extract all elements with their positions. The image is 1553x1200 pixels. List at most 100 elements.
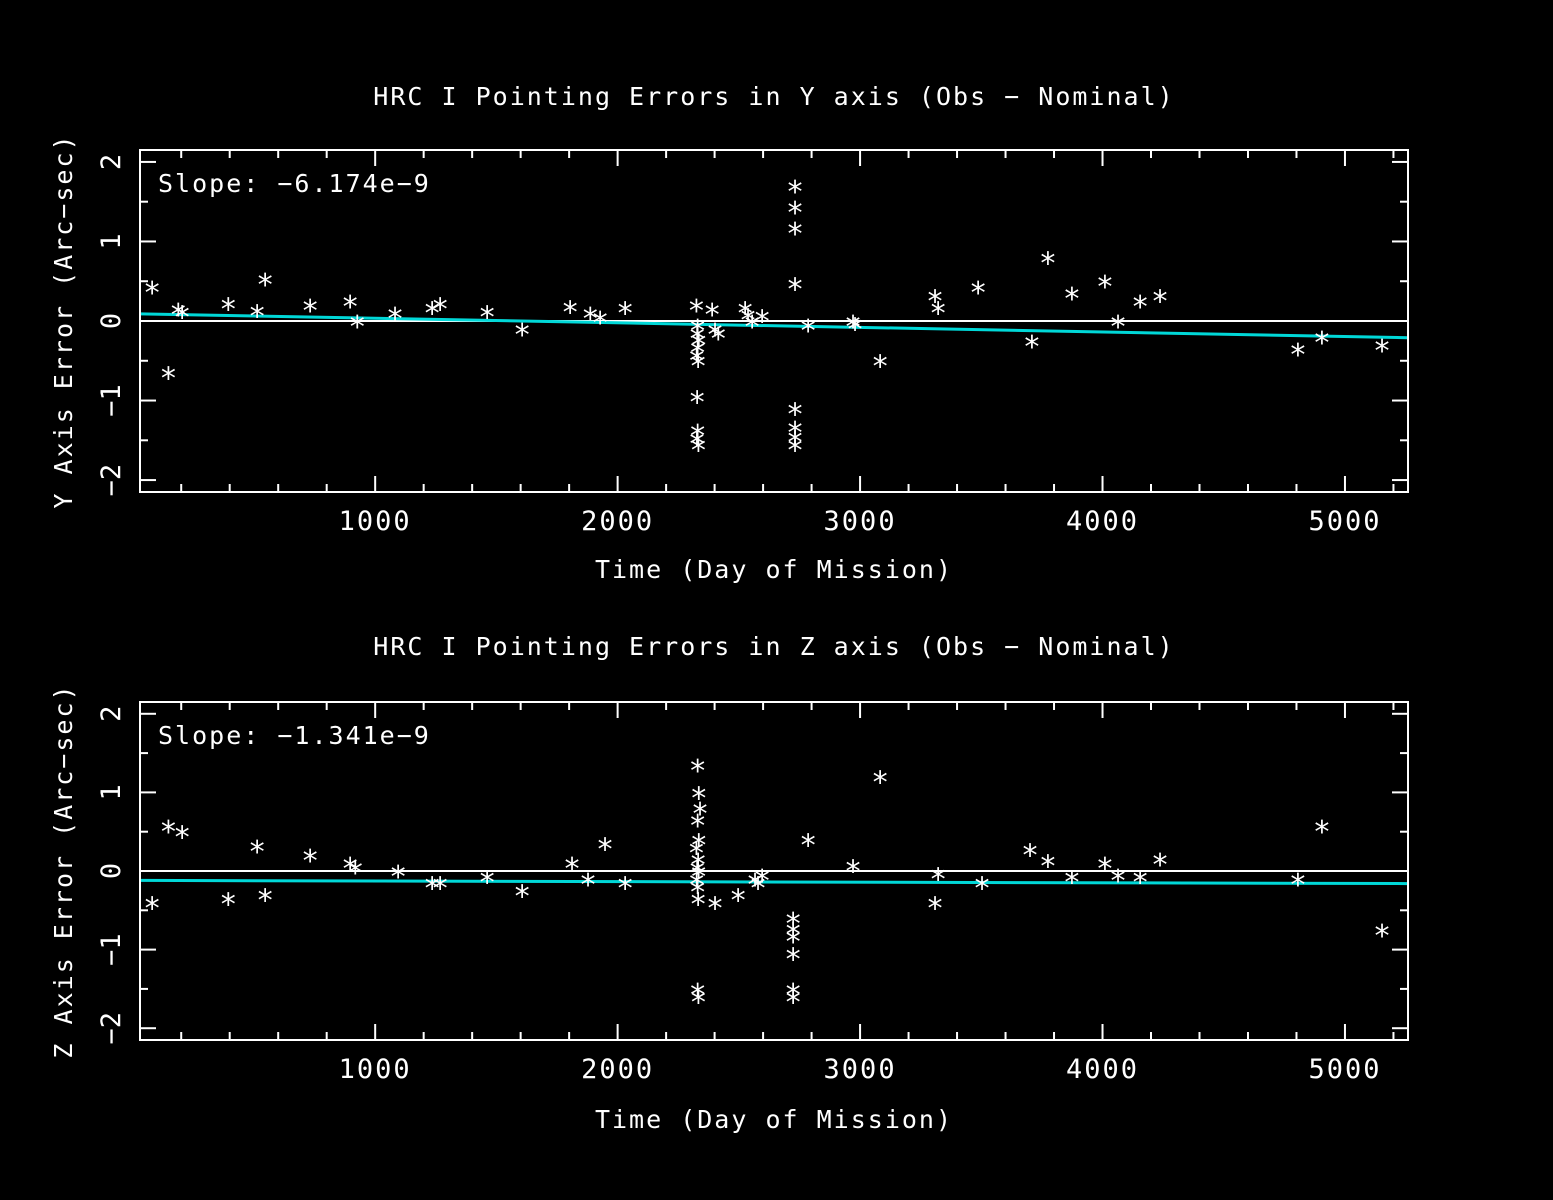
x-tick-label: 2000 bbox=[581, 1054, 654, 1085]
data-point-marker: * bbox=[690, 828, 708, 863]
data-point-marker: * bbox=[969, 276, 987, 311]
data-point-marker: * bbox=[786, 196, 804, 231]
data-point-marker: * bbox=[563, 852, 581, 887]
data-point-marker: * bbox=[706, 891, 724, 926]
data-point-marker: * bbox=[143, 891, 161, 926]
data-point-marker: * bbox=[736, 296, 754, 331]
y-tick-label: −2 bbox=[96, 1012, 127, 1045]
data-point-marker: * bbox=[301, 844, 319, 879]
data-point-marker: * bbox=[689, 336, 707, 371]
data-point-marker: * bbox=[423, 296, 441, 331]
data-point-marker: * bbox=[688, 322, 706, 357]
x-axis-label: Time (Day of Mission) bbox=[595, 1105, 953, 1134]
data-point-marker: * bbox=[786, 425, 804, 460]
data-point-marker: * bbox=[389, 860, 407, 895]
data-point-marker: * bbox=[478, 865, 496, 900]
y-tick-label: 0 bbox=[96, 313, 127, 329]
data-point-marker: * bbox=[753, 304, 771, 339]
data-point-marker: * bbox=[219, 887, 237, 922]
data-point-marker: * bbox=[689, 848, 707, 883]
data-point-marker: * bbox=[616, 296, 634, 331]
data-point-marker: * bbox=[579, 868, 597, 903]
axis-ticks bbox=[140, 150, 1408, 492]
data-point-marker: * bbox=[786, 397, 804, 432]
data-point-marker: * bbox=[844, 854, 862, 889]
y-tick-label: 2 bbox=[96, 154, 127, 170]
data-point-marker: * bbox=[784, 986, 802, 1021]
data-point-marker: * bbox=[689, 314, 707, 349]
data-point-marker: * bbox=[926, 285, 944, 320]
data-point-marker: * bbox=[703, 298, 721, 333]
data-point-marker: * bbox=[431, 872, 449, 907]
slope-annotation: Slope: −1.341e−9 bbox=[158, 721, 431, 750]
x-tick-label: 1000 bbox=[339, 506, 412, 537]
data-point-marker: * bbox=[688, 427, 706, 462]
data-point-marker: * bbox=[786, 416, 804, 451]
data-point-marker: * bbox=[346, 856, 364, 891]
data-point-marker: * bbox=[687, 294, 705, 329]
data-point-marker: * bbox=[1109, 864, 1127, 899]
data-point-marker: * bbox=[844, 310, 862, 345]
data-point-marker: * bbox=[1109, 310, 1127, 345]
data-point-marker: * bbox=[581, 302, 599, 337]
data-point-marker: * bbox=[173, 300, 191, 335]
data-point-marker: * bbox=[689, 876, 707, 911]
data-point-marker: * bbox=[1023, 330, 1041, 365]
data-point-marker: * bbox=[1373, 334, 1391, 369]
data-point-marker: * bbox=[1131, 290, 1149, 325]
data-point-marker: * bbox=[159, 815, 177, 850]
data-point-marker: * bbox=[1039, 246, 1057, 281]
data-point-marker: * bbox=[786, 175, 804, 210]
data-point-marker: * bbox=[513, 318, 531, 353]
trend-line bbox=[139, 878, 1409, 886]
data-point-marker: * bbox=[739, 304, 757, 339]
chart-title: HRC I Pointing Errors in Z axis (Obs − N… bbox=[373, 632, 1174, 661]
data-point-marker: * bbox=[591, 306, 609, 341]
y-tick-label: 1 bbox=[96, 233, 127, 249]
data-points: ****************************************… bbox=[143, 175, 1391, 468]
axis-ticks bbox=[140, 702, 1408, 1040]
data-point-marker: * bbox=[784, 925, 802, 960]
data-point-marker: * bbox=[688, 386, 706, 421]
data-point-marker: * bbox=[690, 328, 708, 363]
y-tick-label: −1 bbox=[96, 933, 127, 966]
data-point-marker: * bbox=[689, 419, 707, 454]
data-point-marker: * bbox=[256, 268, 274, 303]
trend-line bbox=[139, 312, 1409, 340]
data-point-marker: * bbox=[871, 350, 889, 385]
data-point-marker: * bbox=[1021, 839, 1039, 874]
data-point-marker: * bbox=[348, 310, 366, 345]
x-tick-label: 2000 bbox=[581, 506, 654, 537]
data-point-marker: * bbox=[926, 891, 944, 926]
data-point-marker: * bbox=[786, 273, 804, 308]
data-point-marker: * bbox=[689, 433, 707, 468]
data-point-marker: * bbox=[688, 344, 706, 379]
data-point-marker: * bbox=[689, 887, 707, 922]
data-point-marker: * bbox=[689, 809, 707, 844]
data-point-marker: * bbox=[248, 300, 266, 335]
data-point-marker: * bbox=[1063, 282, 1081, 317]
data-point-marker: * bbox=[688, 856, 706, 891]
data-point-marker: * bbox=[799, 828, 817, 863]
data-point-marker: * bbox=[799, 314, 817, 349]
y-axis-label: Z Axis Error (Arc−sec) bbox=[49, 683, 78, 1058]
chart-y-error: **** * *** ** * ** * ** ** * *********************… bbox=[49, 82, 1409, 584]
data-point-marker: * bbox=[159, 362, 177, 397]
data-point-marker: * bbox=[478, 300, 496, 335]
y-tick-label: 1 bbox=[96, 784, 127, 800]
x-tick-label: 3000 bbox=[824, 1054, 897, 1085]
data-point-marker: * bbox=[753, 864, 771, 899]
data-point-marker: * bbox=[709, 322, 727, 357]
data-point-marker: * bbox=[690, 781, 708, 816]
data-point-marker: * bbox=[596, 832, 614, 867]
data-point-marker: * bbox=[423, 872, 441, 907]
data-point-marker: * bbox=[729, 884, 747, 919]
chart-title: HRC I Pointing Errors in Y axis (Obs − N… bbox=[373, 82, 1174, 111]
data-point-marker: * bbox=[690, 860, 708, 895]
data-point-marker: * bbox=[1131, 865, 1149, 900]
x-tick-label: 4000 bbox=[1066, 506, 1139, 537]
x-tick-label: 3000 bbox=[824, 506, 897, 537]
data-point-marker: * bbox=[784, 978, 802, 1013]
